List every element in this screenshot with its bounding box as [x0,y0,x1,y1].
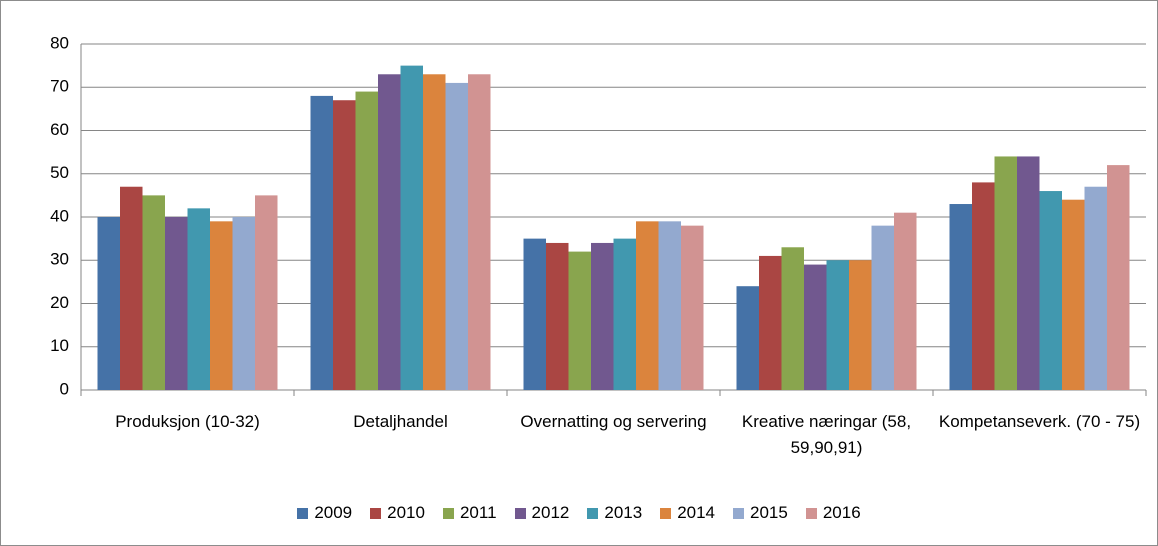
bar [1084,186,1107,390]
legend-label: 2012 [531,503,570,522]
legend-item: 2010 [370,503,425,523]
bar [210,221,233,390]
bar [310,95,333,391]
y-tick-label: 10 [50,336,69,355]
legend-label: 2015 [750,503,788,522]
x-tick-label: Produksjon (10-32) [115,412,260,431]
x-tick-label: Overnatting og servering [520,412,707,431]
bar [423,74,446,391]
bar [1107,165,1130,390]
legend: 2009 2010 2011 2012 2013 2014 2015 2016 [1,503,1157,523]
bar [97,217,120,390]
bar [355,91,378,390]
bar [849,260,872,390]
bar [468,74,491,391]
bar [333,100,356,390]
bar [378,74,401,391]
bar [681,225,704,390]
legend-item: 2015 [733,503,788,523]
x-tick-label: Kompetanseverk. (70 - 75) [938,412,1141,431]
bar [232,217,255,390]
bar [804,264,827,390]
bar [949,204,972,390]
x-tick-label: Kreative næringar (58, 59,90,91) [741,412,912,457]
legend-label: 2010 [387,503,425,522]
bar [781,247,804,390]
bar [636,221,659,390]
legend-swatch [660,507,672,519]
legend-swatch [805,507,817,519]
y-tick-label: 30 [50,250,69,269]
bar [1039,191,1062,390]
legend-swatch [370,507,382,519]
x-tick-label: Detaljhandel [353,412,448,431]
bar [400,65,423,390]
bar [187,208,210,390]
legend-item: 2011 [442,503,497,523]
y-tick-label: 60 [50,120,69,139]
legend-item: 2012 [514,503,570,523]
bar [826,260,849,390]
bar [445,82,468,391]
legend-swatch [587,507,599,519]
legend-label: 2014 [677,503,716,522]
legend-label: 2016 [822,503,861,522]
legend-item: 2009 [297,503,352,523]
legend-swatch [733,507,745,519]
bar [120,186,143,390]
y-tick-label: 50 [50,163,69,182]
legend-swatch [442,507,454,519]
bar [591,242,614,390]
legend-label: 2013 [604,503,643,522]
bar [613,238,636,390]
legend-item: 2014 [660,503,715,523]
legend-label: 2009 [314,503,353,522]
bar [568,251,591,390]
y-tick-label: 20 [50,293,69,312]
y-tick-label: 40 [50,206,69,225]
bar [894,212,917,390]
bar [142,195,165,390]
bar [1062,199,1085,390]
bar [736,286,759,390]
bar [546,242,569,390]
y-tick-label: 80 [50,33,69,52]
bar [994,156,1017,390]
y-tick-label: 0 [60,379,69,398]
legend-item: 2013 [587,503,642,523]
legend-label: 2011 [459,503,497,522]
bar [1017,156,1040,390]
legend-item: 2016 [805,503,861,523]
bar [871,225,894,390]
legend-swatch [297,507,309,519]
bar [255,195,278,390]
bar [523,238,546,390]
y-tick-label: 70 [50,77,69,96]
bar [165,217,188,390]
bar [658,221,681,390]
legend-swatch [514,507,526,519]
bar [972,182,995,390]
bar [759,255,782,390]
